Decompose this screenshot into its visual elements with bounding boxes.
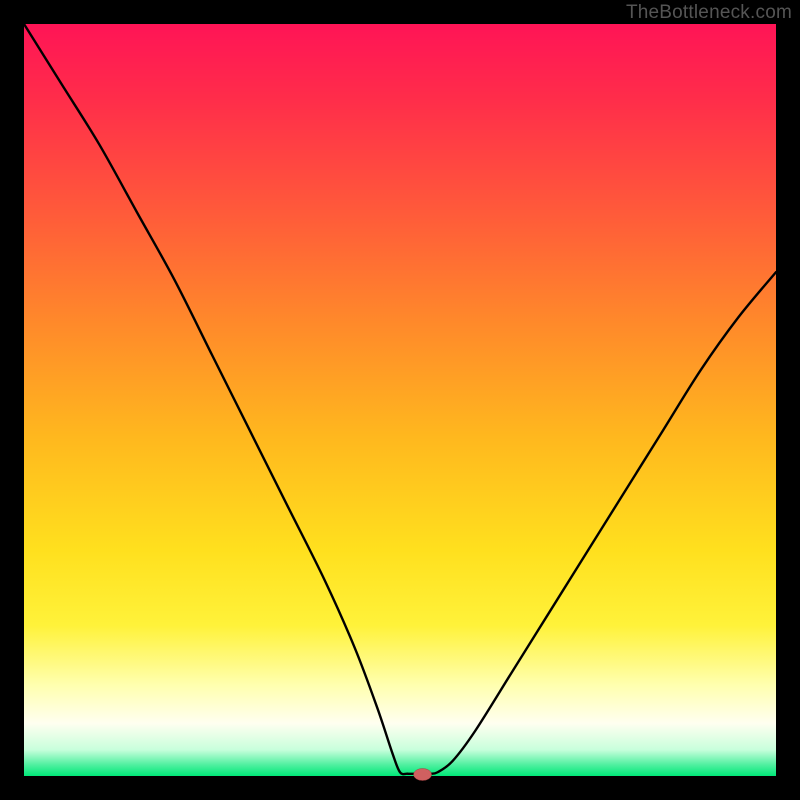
chart-background (24, 24, 776, 776)
attribution-label: TheBottleneck.com (626, 2, 792, 24)
optimal-point-marker (414, 768, 432, 780)
